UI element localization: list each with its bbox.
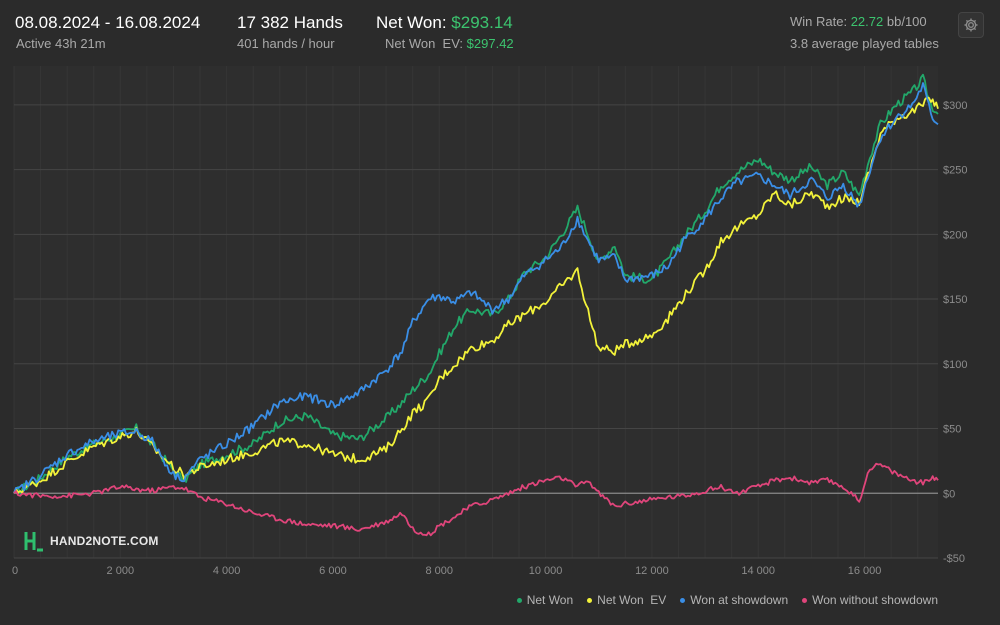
series-lines — [13, 73, 939, 537]
win-rate-value: 22.72 — [850, 14, 884, 29]
x-tick-label: 12 000 — [635, 565, 669, 577]
logo-icon — [24, 532, 43, 552]
y-tick-label: $150 — [943, 294, 967, 306]
legend-dot — [680, 597, 686, 603]
hands-rate: 401 hands / hour — [237, 36, 335, 51]
date-range: 08.08.2024 - 16.08.2024 — [15, 13, 201, 32]
x-tick-label: 16 000 — [848, 565, 882, 577]
legend-label: Won without showdown — [812, 593, 938, 607]
net-won-ev: Net Won EV: $297.42 — [385, 36, 514, 51]
series-line-net-won — [13, 73, 939, 495]
legend-net-won-ev[interactable]: Net Won EV — [587, 593, 666, 607]
legend-dot — [516, 597, 522, 603]
x-tick-label: 8 000 — [426, 565, 454, 577]
x-tick-label: 2 000 — [107, 565, 135, 577]
net-won: Net Won: $293.14 — [376, 13, 513, 33]
y-tick-label: $100 — [943, 359, 967, 371]
legend-label: Won at showdown — [690, 593, 789, 607]
series-line-won-showdown — [13, 82, 939, 494]
hand2note-logo: HAND2NOTE.COM — [24, 530, 159, 552]
settings-button[interactable] — [958, 12, 984, 38]
net-won-ev-label: Net Won EV: — [385, 36, 464, 51]
win-rate-unit: bb/100 — [886, 14, 927, 29]
avg-tables: 3.8 average played tables — [790, 36, 939, 51]
gear-icon — [964, 18, 978, 32]
net-won-value: $293.14 — [451, 13, 513, 32]
win-rate: Win Rate: 22.72 bb/100 — [790, 14, 927, 29]
y-tick-label: $250 — [943, 165, 967, 177]
legend-label: Net Won EV — [597, 593, 667, 607]
series-line-net-won-ev — [13, 96, 939, 494]
x-tick-label: 0 — [12, 565, 18, 577]
logo-text: HAND2NOTE.COM — [50, 534, 159, 548]
legend-won-at-showdown[interactable]: Won at showdown — [680, 593, 788, 607]
y-tick-label: $200 — [943, 229, 967, 241]
x-tick-label: 10 000 — [529, 565, 563, 577]
legend-dot — [587, 597, 593, 603]
legend-net-won[interactable]: Net Won — [516, 593, 574, 607]
series-line-won-without-showdown — [13, 462, 939, 537]
legend-won-without-showdown[interactable]: Won without showdown — [802, 593, 938, 607]
x-tick-label: 6 000 — [319, 565, 347, 577]
legend-label: Net Won — [526, 593, 574, 607]
chart-legend: Net Won Net Won EV Won at showdown Won w… — [516, 593, 938, 607]
y-tick-label: -$50 — [943, 553, 965, 565]
legend-dot — [802, 597, 808, 603]
x-tick-label: 4 000 — [213, 565, 241, 577]
net-won-ev-value: $297.42 — [466, 36, 514, 51]
active-time: Active 43h 21m — [16, 36, 106, 51]
axis-ticks: -$50 $0 $50 $100 $150 $200 $250 $300 0 2 000 4 000… — [12, 100, 967, 577]
net-won-label: Net Won: — [376, 13, 447, 32]
stats-header: 08.08.2024 - 16.08.2024 Active 43h 21m 1… — [0, 0, 1000, 62]
win-rate-label: Win Rate: — [790, 14, 848, 29]
hands-count: 17 382 Hands — [237, 13, 343, 32]
y-tick-label: $50 — [943, 424, 961, 436]
x-tick-label: 14 000 — [741, 565, 775, 577]
y-tick-label: $0 — [943, 488, 955, 500]
y-tick-label: $300 — [943, 100, 967, 112]
